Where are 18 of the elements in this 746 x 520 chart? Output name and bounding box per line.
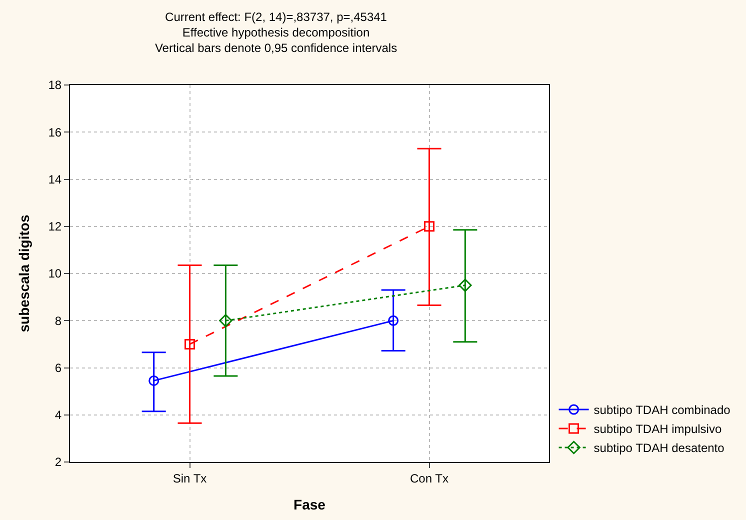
y-tick-label: 10: [48, 266, 62, 281]
y-tick-label: 6: [54, 360, 62, 375]
legend-label: subtipo TDAH desatento: [594, 441, 725, 456]
y-tick-label: 12: [48, 220, 62, 234]
y-tick-label: 14: [48, 172, 62, 186]
legend-label: subtipo TDAH impulsivo: [594, 422, 722, 436]
y-tick-label: 8: [54, 314, 62, 328]
y-tick-label: 2: [54, 455, 62, 470]
chart-subtitle: Effective hypothesis decomposition Vertical bars denote 0,95 confidence intervals: [154, 25, 398, 55]
chart-title: Current effect: F(2, 14)=,83737, p=,45341: [165, 10, 388, 24]
x-tick-label: Con Tx: [410, 471, 448, 486]
legend-label: subtipo TDAH combinado: [594, 403, 731, 418]
y-tick-label: 16: [48, 125, 62, 140]
y-axis-title: subescala digitos: [16, 214, 32, 332]
x-axis-title: Fase: [294, 496, 326, 513]
y-tick-label: 4: [54, 408, 62, 422]
y-tick-label: 18: [48, 78, 62, 92]
x-tick-label: Sin Tx: [172, 471, 207, 486]
